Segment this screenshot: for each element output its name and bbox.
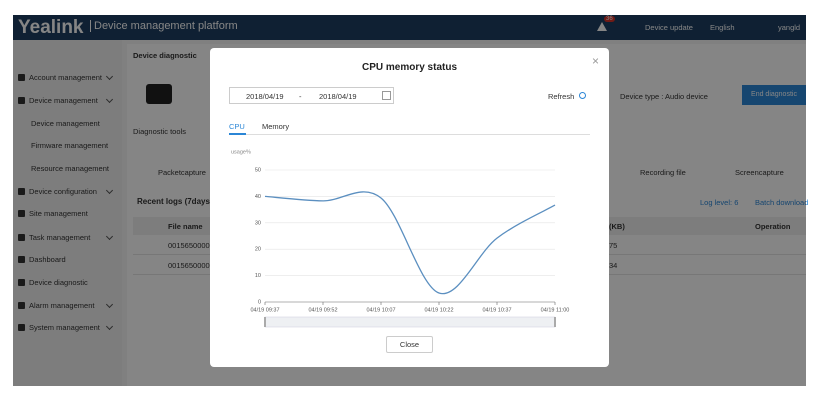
x-tick-label: 04/19 10:07 [366, 307, 395, 313]
tool[interactable]: Packetcapture [158, 168, 206, 177]
sidebar-item[interactable]: Resource management [31, 164, 109, 173]
tool[interactable]: Screencapture [735, 168, 784, 177]
alert-badge: 36 [604, 16, 615, 22]
x-tick-label: 04/19 09:52 [308, 307, 337, 313]
batch-download[interactable]: Batch download [755, 198, 809, 207]
y-tick-label: 50 [255, 167, 261, 173]
sidebar-item[interactable]: Device management [31, 119, 100, 128]
device-update[interactable]: Device update [645, 23, 693, 32]
table-header-cell: (KB) [609, 222, 625, 231]
sidebar-icon [18, 188, 25, 195]
x-tick-label: 04/19 09:37 [250, 307, 279, 313]
sidebar-item[interactable]: Device configuration [29, 187, 97, 196]
table-cell: 0015650000 [168, 261, 210, 270]
language[interactable]: English [710, 23, 735, 32]
modal [210, 48, 609, 367]
sidebar-item[interactable]: Firmware management [31, 141, 109, 150]
sidebar-item[interactable]: Alarm management [29, 301, 95, 310]
y-tick-label: 40 [255, 194, 261, 200]
table-cell: 0015650000 [168, 241, 210, 250]
phone-image [146, 84, 172, 104]
x-tick-label: 04/19 11:00 [541, 307, 570, 313]
date-from[interactable]: 2018/04/19 [246, 92, 284, 101]
table-cell: 75 [609, 241, 618, 250]
tab[interactable]: Memory [262, 122, 290, 131]
main-title: Device diagnostic [133, 51, 197, 60]
tool[interactable]: Recording file [640, 168, 686, 177]
sidebar-icon [18, 324, 25, 331]
sidebar-icon [18, 74, 25, 81]
logo: Yealink [18, 17, 84, 38]
sidebar-item[interactable]: Dashboard [29, 255, 66, 264]
y-tick-label: 30 [255, 220, 261, 226]
header [13, 15, 806, 40]
date-range[interactable] [229, 87, 394, 104]
logs-title: Recent logs (7days) [137, 197, 213, 206]
end-button[interactable]: End diagnostic [742, 85, 806, 105]
sidebar-icon [18, 97, 25, 104]
device-type: Device type : Audio device [620, 92, 708, 101]
tab-underline [229, 133, 246, 135]
y-tick-label: 10 [255, 273, 261, 279]
zoom-slider[interactable] [264, 316, 556, 328]
sidebar-item[interactable]: Task management [29, 233, 91, 242]
log-level[interactable]: Log level: 6 [700, 198, 739, 207]
date-to[interactable]: 2018/04/19 [319, 92, 357, 101]
alert-icon[interactable] [597, 22, 607, 31]
table-cell: 34 [609, 261, 618, 270]
calendar-icon[interactable] [382, 91, 391, 100]
sidebar-item[interactable]: Device diagnostic [29, 278, 88, 287]
sidebar-icon [18, 256, 25, 263]
tab-active[interactable]: CPU [229, 122, 245, 131]
modal-title: CPU memory status [361, 62, 458, 73]
close-button[interactable]: Close [386, 336, 433, 353]
x-tick-label: 04/19 10:22 [424, 307, 453, 313]
modal-close-icon[interactable]: × [592, 54, 600, 68]
table-header-cell: File name [168, 222, 203, 231]
line [264, 191, 556, 295]
refresh-icon[interactable] [579, 92, 586, 99]
sidebar [13, 40, 122, 386]
user[interactable]: yangld [778, 23, 801, 32]
x-tick-label: 04/19 10:37 [482, 307, 511, 313]
zoom-handle[interactable] [554, 317, 556, 327]
sidebar-icon [18, 210, 25, 217]
sidebar-item[interactable]: Account management [29, 73, 102, 82]
sidebar-icon [18, 302, 25, 309]
sidebar-item[interactable]: Site management [29, 209, 88, 218]
y-axis-label: usage% [231, 149, 251, 155]
header-title: Device management platform [90, 20, 238, 32]
y-tick-label: 0 [258, 299, 261, 305]
zoom-handle[interactable] [264, 317, 266, 327]
date-separator: - [299, 92, 302, 101]
sidebar-icon [18, 279, 25, 286]
table-header-cell: Operation [755, 222, 791, 231]
refresh[interactable]: Refresh [548, 92, 575, 101]
sidebar-icon [18, 234, 25, 241]
sidebar-item[interactable]: System management [29, 323, 100, 332]
sidebar-item[interactable]: Device management [29, 96, 98, 105]
y-tick-label: 20 [255, 247, 261, 253]
tools-title: Diagnostic tools [133, 127, 186, 136]
tab-divider [229, 134, 590, 135]
